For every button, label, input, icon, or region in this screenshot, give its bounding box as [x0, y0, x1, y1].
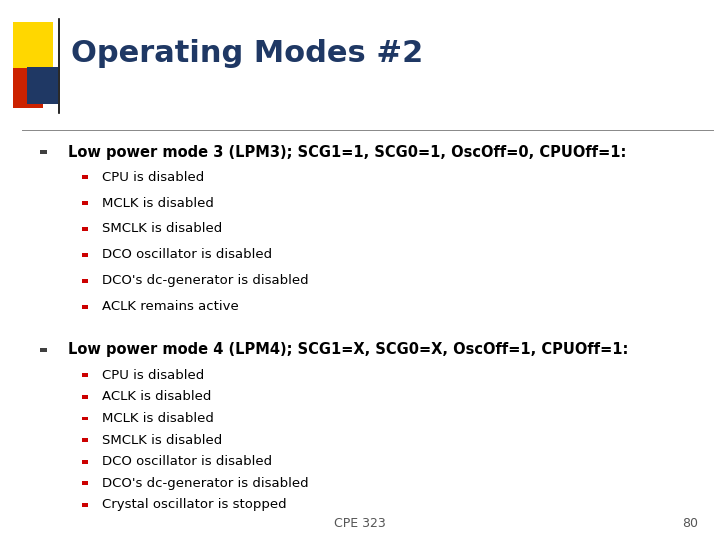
FancyBboxPatch shape [13, 68, 43, 108]
Text: 80: 80 [683, 517, 698, 530]
Text: MCLK is disabled: MCLK is disabled [102, 412, 214, 425]
Text: ACLK is disabled: ACLK is disabled [102, 390, 212, 403]
FancyBboxPatch shape [82, 201, 88, 205]
Text: SMCLK is disabled: SMCLK is disabled [102, 222, 222, 235]
FancyBboxPatch shape [82, 305, 88, 308]
Text: DCO oscillator is disabled: DCO oscillator is disabled [102, 455, 272, 468]
FancyBboxPatch shape [82, 374, 88, 377]
FancyBboxPatch shape [13, 22, 53, 68]
Text: CPU is disabled: CPU is disabled [102, 171, 204, 184]
Text: Low power mode 4 (LPM4); SCG1=X, SCG0=X, OscOff=1, CPUOff=1:: Low power mode 4 (LPM4); SCG1=X, SCG0=X,… [68, 342, 629, 357]
FancyBboxPatch shape [82, 227, 88, 231]
FancyBboxPatch shape [40, 150, 47, 154]
FancyBboxPatch shape [82, 395, 88, 399]
FancyBboxPatch shape [82, 438, 88, 442]
Text: MCLK is disabled: MCLK is disabled [102, 197, 214, 210]
Text: Crystal oscillator is stopped: Crystal oscillator is stopped [102, 498, 287, 511]
Text: CPU is disabled: CPU is disabled [102, 369, 204, 382]
FancyBboxPatch shape [82, 175, 88, 179]
Text: Low power mode 3 (LPM3); SCG1=1, SCG0=1, OscOff=0, CPUOff=1:: Low power mode 3 (LPM3); SCG1=1, SCG0=1,… [68, 145, 627, 160]
FancyBboxPatch shape [82, 503, 88, 507]
FancyBboxPatch shape [82, 417, 88, 420]
FancyBboxPatch shape [40, 348, 47, 352]
FancyBboxPatch shape [82, 253, 88, 256]
Text: DCO's dc-generator is disabled: DCO's dc-generator is disabled [102, 477, 309, 490]
Text: DCO oscillator is disabled: DCO oscillator is disabled [102, 248, 272, 261]
FancyBboxPatch shape [82, 279, 88, 283]
Text: CPE 323: CPE 323 [334, 517, 386, 530]
Text: DCO's dc-generator is disabled: DCO's dc-generator is disabled [102, 274, 309, 287]
Text: Operating Modes #2: Operating Modes #2 [71, 39, 423, 69]
FancyBboxPatch shape [27, 67, 58, 104]
Text: ACLK remains active: ACLK remains active [102, 300, 239, 313]
FancyBboxPatch shape [82, 460, 88, 463]
Text: SMCLK is disabled: SMCLK is disabled [102, 434, 222, 447]
FancyBboxPatch shape [82, 482, 88, 485]
